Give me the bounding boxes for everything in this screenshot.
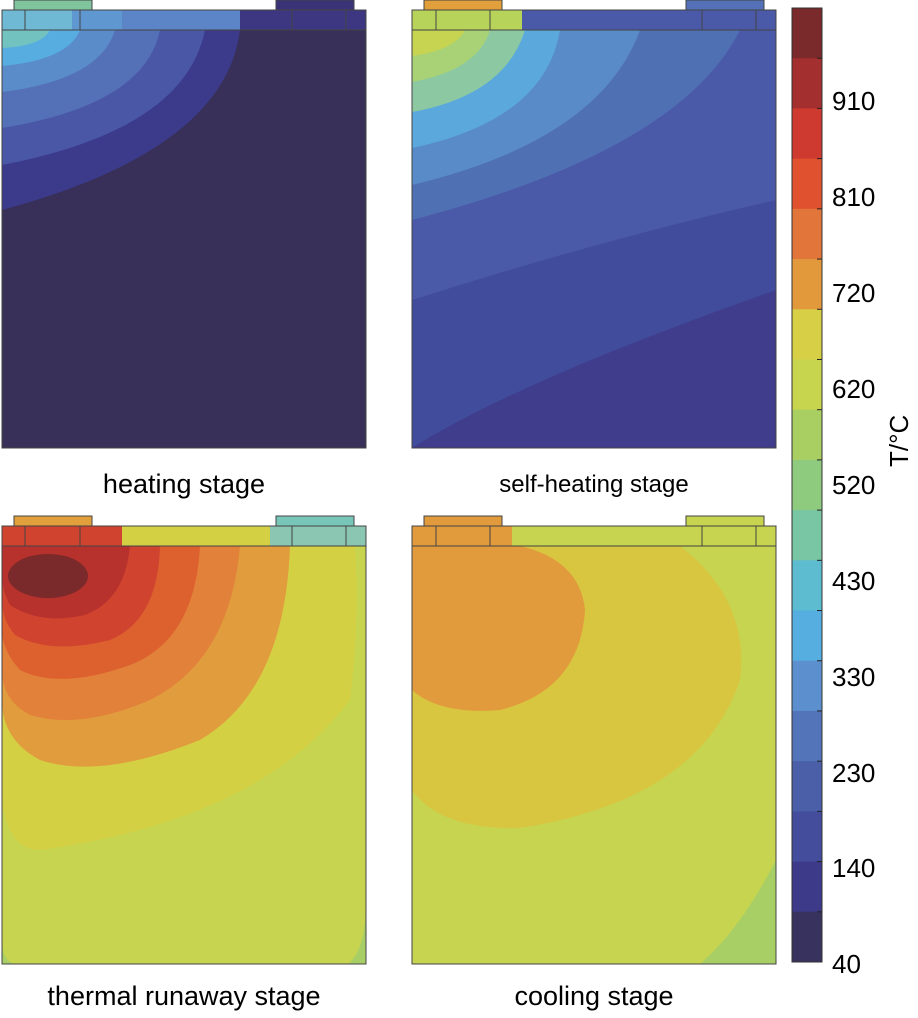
panel-thermal-runaway-stage <box>1 515 367 965</box>
colorbar-tick-label: 720 <box>832 278 876 308</box>
colorbar-segment <box>792 610 822 662</box>
panel-label-cooling-stage: cooling stage <box>514 981 674 1011</box>
panel-label-thermal-runaway-stage: thermal runaway stage <box>47 981 321 1011</box>
colorbar-segment <box>792 761 822 812</box>
colorbar-segment <box>792 510 822 561</box>
colorbar-segment <box>792 710 822 762</box>
colorbar-tick-label: 520 <box>832 470 876 500</box>
colorbar-tick-label: 330 <box>832 662 876 692</box>
colorbar-segment <box>792 660 822 712</box>
colorbar-tick-label: 810 <box>832 182 876 212</box>
colorbar-segment <box>792 259 822 310</box>
colorbar-tick-label: 910 <box>832 86 876 116</box>
panel-label-heating-stage: heating stage <box>102 469 266 499</box>
panel-cooling-stage <box>411 515 777 965</box>
colorbar-tick-label: 230 <box>832 758 876 788</box>
colorbar-segment <box>792 861 822 913</box>
colorbar-tick-label: 620 <box>832 374 876 404</box>
colorbar-tick-label: 140 <box>832 853 876 883</box>
colorbar-segment <box>792 811 822 863</box>
panel-label-self-heating-stage: self-heating stage <box>499 471 689 498</box>
colorbar-segment <box>792 309 822 360</box>
colorbar-segment <box>792 108 822 160</box>
colorbar-segment <box>792 58 822 109</box>
panel-heating-stage <box>1 0 367 449</box>
colorbar-segment <box>792 158 822 210</box>
colorbar-segment <box>792 459 822 511</box>
panel-self-heating-stage <box>411 0 777 449</box>
colorbar-segment <box>792 208 822 260</box>
colorbar-segment <box>792 409 822 461</box>
colorbar-unit-label: T/°C <box>884 414 914 467</box>
colorbar-segment <box>792 359 822 411</box>
colorbar-tick-label: 40 <box>832 949 861 979</box>
colorbar-segment <box>792 560 822 612</box>
colorbar-frame <box>791 7 823 963</box>
colorbar <box>791 7 823 963</box>
colorbar-tick-label: 430 <box>832 566 876 596</box>
colorbar-segment <box>792 8 822 59</box>
colorbar-segment <box>792 911 822 963</box>
